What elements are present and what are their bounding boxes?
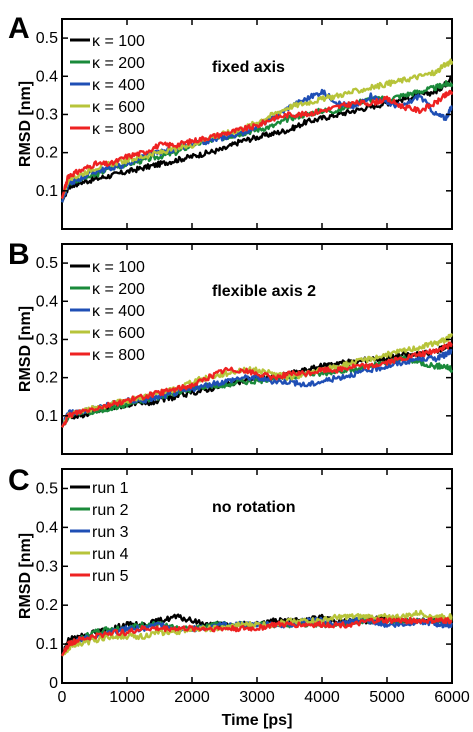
x-tick-label: 4000 (304, 689, 340, 706)
panel-c-y-tick-label: 0.4 (36, 519, 58, 536)
panel-c-y-tick-label: 0.3 (36, 558, 58, 575)
x-tick-label: 5000 (369, 689, 405, 706)
panel-c: C 0 0.1 0.2 0.3 0.4 0.5 0 1000 2000 3000 4000 5000… (8, 464, 470, 706)
panel-c-y-tick-label: 0.1 (36, 636, 58, 653)
panel-a-legend-entry: κ = 600 (92, 99, 145, 116)
panel-c-x-tick-labels: 0 1000 2000 3000 4000 5000 6000 (58, 689, 470, 706)
panel-c-axes-frame (61, 468, 453, 684)
panel-a-series (60, 58, 454, 203)
panel-a-legend-entry: κ = 800 (92, 121, 145, 138)
panel-c-x-ticks (61, 469, 453, 683)
panel-c-annotation: no rotation (212, 499, 296, 516)
panel-a-y-tick-label: 0.2 (36, 145, 58, 162)
panel-b-legend-entry: κ = 200 (92, 281, 145, 298)
panel-b-y-ticks: 0.1 0.2 0.3 0.4 0.5 (36, 255, 452, 425)
panel-c-legend-entry: run 1 (92, 480, 129, 497)
panel-b-legend-entry: κ = 800 (92, 347, 145, 364)
x-tick-label: 0 (58, 689, 67, 706)
panel-b-y-tick-label: 0.4 (36, 293, 58, 310)
panel-b-y-tick-label: 0.2 (36, 370, 58, 387)
panel-c-y-ticks: 0 0.1 0.2 0.3 0.4 0.5 (36, 480, 452, 692)
panel-b-label: B (8, 238, 30, 271)
x-tick-label: 2000 (174, 689, 210, 706)
x-tick-label: 3000 (239, 689, 275, 706)
panel-c-legend-entry: run 5 (92, 568, 129, 585)
panel-b-x-ticks (61, 244, 453, 454)
x-tick-label: 1000 (109, 689, 145, 706)
panel-c-label: C (8, 464, 30, 497)
panel-b-legend: κ = 100 κ = 200 κ = 400 κ = 600 κ = 800 (70, 259, 145, 364)
panel-c-legend-entry: run 4 (92, 546, 129, 563)
panel-a-y-tick-label: 0.1 (36, 183, 58, 200)
panel-a-y-tick-label: 0.5 (36, 30, 58, 47)
panel-a-y-tick-label: 0.4 (36, 68, 58, 85)
panel-b-y-tick-label: 0.1 (36, 408, 58, 425)
panel-c-y-axis-label: RMSD [nm] (17, 533, 34, 619)
panel-a-legend-entry: κ = 400 (92, 77, 145, 94)
panel-a-legend-entry: κ = 200 (92, 55, 145, 72)
panel-b-y-axis-label: RMSD [nm] (17, 306, 34, 392)
panel-c-legend-entry: run 3 (92, 524, 129, 541)
panel-b-series (60, 333, 454, 428)
panel-a-y-ticks: 0.1 0.2 0.3 0.4 0.5 (36, 30, 452, 200)
x-tick-label: 6000 (434, 689, 470, 706)
panel-c-series-line-4 (61, 609, 453, 657)
panel-b-legend-entry: κ = 600 (92, 325, 145, 342)
panel-b-y-tick-label: 0.3 (36, 331, 58, 348)
panel-a-legend: κ = 100 κ = 200 κ = 400 κ = 600 κ = 800 (70, 33, 145, 138)
panel-c-series (60, 609, 454, 657)
panel-b-y-tick-label: 0.5 (36, 255, 58, 272)
panel-b-legend-entry: κ = 400 (92, 303, 145, 320)
panel-b-annotation: flexible axis 2 (212, 283, 316, 300)
x-axis-label: Time [ps] (222, 712, 293, 729)
panel-a-series-line-4 (60, 58, 454, 199)
panel-a-legend-entry: κ = 100 (92, 33, 145, 50)
panel-a-series-line-5 (60, 89, 454, 199)
panel-a-label: A (8, 12, 30, 45)
panel-a-annotation: fixed axis (212, 59, 285, 76)
panel-c-legend-entry: run 2 (92, 502, 129, 519)
panel-a-y-axis-label: RMSD [nm] (17, 81, 34, 167)
panel-a-y-tick-label: 0.3 (36, 106, 58, 123)
panel-a-series-line-1 (60, 75, 453, 203)
panel-b-axes-frame (61, 243, 453, 455)
panel-c-y-tick-label: 0.2 (36, 597, 58, 614)
panel-c-y-tick-label: 0 (49, 675, 58, 692)
panel-a-x-ticks (61, 19, 453, 229)
panel-c-legend: run 1 run 2 run 3 run 4 run 5 (70, 480, 129, 585)
panel-c-y-tick-label: 0.5 (36, 480, 58, 497)
panel-c-series-line-5 (60, 616, 453, 657)
panel-b-series-line-5 (60, 341, 453, 428)
panel-b-legend-entry: κ = 100 (92, 259, 145, 276)
